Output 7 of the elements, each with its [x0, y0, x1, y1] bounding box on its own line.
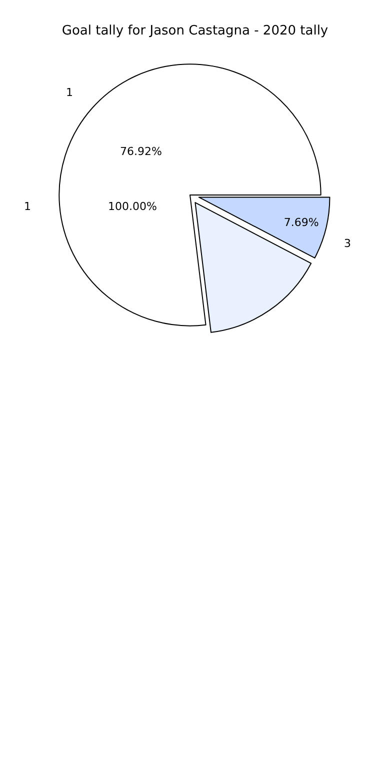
chart-title: Goal tally for Jason Castagna - 2020 tally [62, 24, 328, 39]
data-label: 7.69% [284, 216, 319, 229]
slice-label: 1 [24, 200, 31, 213]
slice-label: 3 [344, 237, 351, 250]
text: 100.00% [108, 200, 157, 213]
slice-label: 1 [66, 86, 73, 99]
data-label: 76.92% [120, 145, 162, 158]
